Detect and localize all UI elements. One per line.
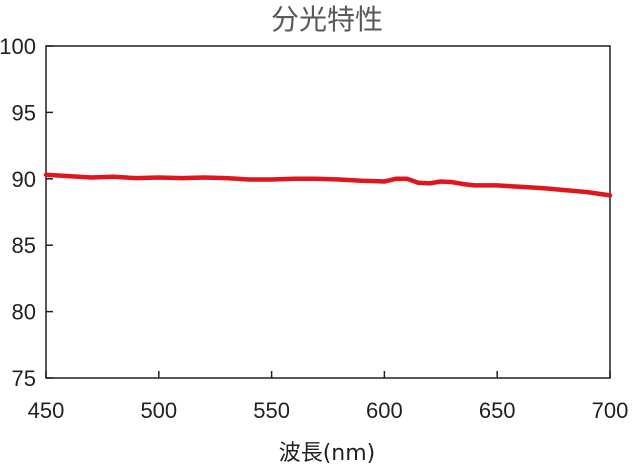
y-tick-label: 100 (0, 34, 36, 59)
y-axis: 75 80 85 90 95 100 (0, 34, 53, 391)
y-tick-label: 90 (12, 167, 36, 192)
series-layer (43, 172, 613, 198)
spectral-line (43, 172, 613, 198)
plot-frame (45, 45, 611, 379)
x-tick-label: 650 (479, 398, 516, 423)
x-tick-label: 450 (28, 398, 65, 423)
x-tick-label: 700 (592, 398, 629, 423)
x-axis-label: 波長(nm) (279, 441, 376, 465)
x-axis: 450 500 550 600 650 700 (28, 371, 629, 423)
y-tick-label: 95 (12, 100, 36, 125)
x-tick-label: 500 (140, 398, 177, 423)
x-tick-label: 600 (366, 398, 403, 423)
y-tick-label: 85 (12, 233, 36, 258)
x-tick-label: 550 (253, 398, 290, 423)
chart-title: 分光特性 (271, 3, 383, 36)
y-tick-label: 75 (12, 366, 36, 391)
y-tick-label: 80 (12, 300, 36, 325)
